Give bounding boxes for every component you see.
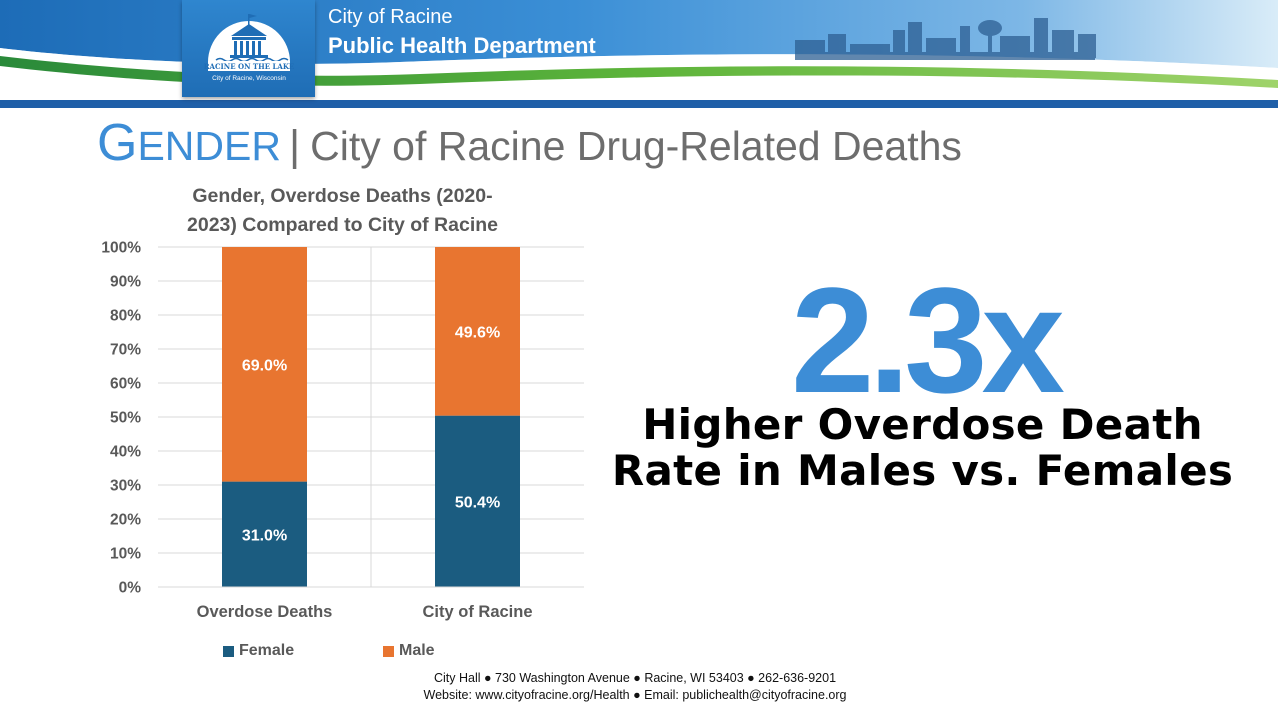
y-tick-label: 0% xyxy=(119,580,142,597)
stacked-bar-chart: 0% 10% 20% 30% 40% 50% 60% 70% 80% 90% 100% 31.0% 69… xyxy=(101,240,584,621)
legend-label-male: Male xyxy=(399,642,435,659)
bar-male xyxy=(222,247,307,482)
y-tick-label: 80% xyxy=(110,308,141,325)
x-category-label: City of Racine xyxy=(422,603,532,621)
logo-text-bottom: City of Racine, Wisconsin xyxy=(212,75,286,82)
highlight-description: Higher Overdose Death Rate in Males vs. … xyxy=(600,402,1245,494)
bar-female xyxy=(435,415,520,587)
y-tick-label: 30% xyxy=(110,478,141,495)
title-separator: | xyxy=(288,122,301,170)
data-label-male: 69.0% xyxy=(242,357,287,374)
y-tick-label: 10% xyxy=(110,546,141,563)
y-tick-label: 90% xyxy=(110,274,141,291)
header-department-name: Public Health Department xyxy=(328,33,596,58)
header-background xyxy=(0,0,1278,108)
y-tick-label: 70% xyxy=(110,342,141,359)
city-hall-logo-icon: RACINE ON THE LAKE City of Racine, Wisco… xyxy=(204,14,295,82)
y-tick-label: 40% xyxy=(110,444,141,461)
legend-swatch-female xyxy=(223,645,234,657)
footer-address: City Hall ● 730 Washington Avenue ● Raci… xyxy=(433,671,837,685)
page-title: GENDER | City of Racine Drug-Related Death… xyxy=(97,110,962,189)
title-keyword-rest: ENDER xyxy=(137,123,281,169)
legend-label-female: Female xyxy=(239,642,295,659)
data-label-female: 31.0% xyxy=(242,527,287,544)
title-first-letter: G xyxy=(97,114,138,172)
highlight-line-1: Higher Overdose Death xyxy=(642,400,1203,449)
city-logo[interactable]: RACINE ON THE LAKE City of Racine, Wisco… xyxy=(182,0,315,97)
bar-female xyxy=(222,481,307,587)
city-skyline-icon xyxy=(795,18,1096,60)
logo-text-top: RACINE ON THE LAKE xyxy=(204,62,295,71)
y-tick-label: 50% xyxy=(110,410,141,427)
data-label-male: 49.6% xyxy=(455,324,500,341)
header-city-name: City of Racine xyxy=(328,6,453,28)
chart-title-line-2: 2023) Compared to City of Racine xyxy=(187,214,498,236)
highlight-multiplier: 2.3x xyxy=(791,256,1065,424)
legend-item-male: Male xyxy=(383,640,435,662)
legend-swatch-male xyxy=(383,645,394,657)
title-subtitle: City of Racine Drug-Related Deaths xyxy=(310,123,962,169)
footer-web-email: Website: www.cityofracine.org/Health ● E… xyxy=(423,688,847,702)
y-tick-label: 20% xyxy=(110,512,141,529)
bar-male xyxy=(435,247,520,416)
legend-item-female: Female xyxy=(223,640,294,662)
chart-title-line-1: Gender, Overdose Deaths (2020- xyxy=(192,185,493,207)
y-tick-label: 100% xyxy=(101,240,141,257)
x-category-label: Overdose Deaths xyxy=(197,603,333,621)
footer-contact: City Hall ● 730 Washington Avenue ● Raci… xyxy=(300,670,970,704)
data-label-female: 50.4% xyxy=(455,494,500,511)
chart-title: Gender, Overdose Deaths (2020- 2023) Com… xyxy=(140,182,545,240)
y-tick-label: 60% xyxy=(110,376,141,393)
header-banner: RACINE ON THE LAKE City of Racine, Wisco… xyxy=(0,0,1278,108)
highlight-line-2: Rate in Males vs. Females xyxy=(611,446,1234,495)
